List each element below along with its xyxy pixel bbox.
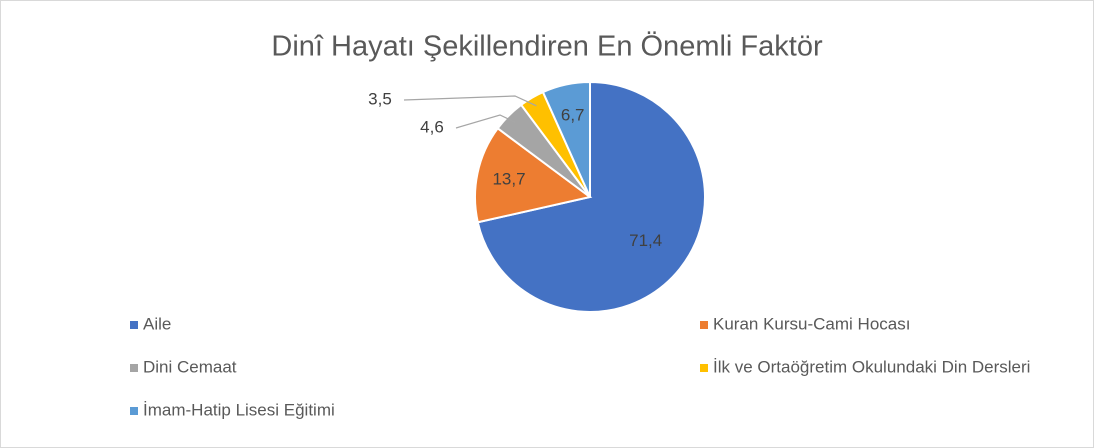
legend-label: Dini Cemaat — [143, 357, 237, 376]
data-label: 3,5 — [368, 89, 392, 108]
data-label: 6,7 — [561, 106, 585, 125]
leader-line — [403, 95, 537, 107]
legend-swatch — [700, 364, 708, 372]
leader-line — [455, 114, 516, 129]
data-label: 71,4 — [629, 231, 662, 250]
legend-swatch — [700, 321, 708, 329]
pie-slice — [474, 126, 593, 224]
data-label: 13,7 — [492, 169, 525, 188]
legend-swatch — [130, 321, 138, 329]
legend-label: İmam-Hatip Lisesi Eğitimi — [143, 400, 335, 419]
chart-title: Dinî Hayatı Şekillendiren En Önemli Fakt… — [271, 31, 823, 63]
legend-label: Kuran Kursu-Cami Hocası — [713, 314, 910, 333]
pie-slice — [541, 80, 591, 198]
legend-swatch — [130, 364, 138, 372]
legend-label: Aile — [143, 314, 171, 333]
data-label: 4,6 — [420, 117, 444, 136]
legend-swatch — [130, 407, 138, 415]
legend-label: İlk ve Ortaöğretim Okulundaki Din Dersle… — [713, 357, 1030, 376]
